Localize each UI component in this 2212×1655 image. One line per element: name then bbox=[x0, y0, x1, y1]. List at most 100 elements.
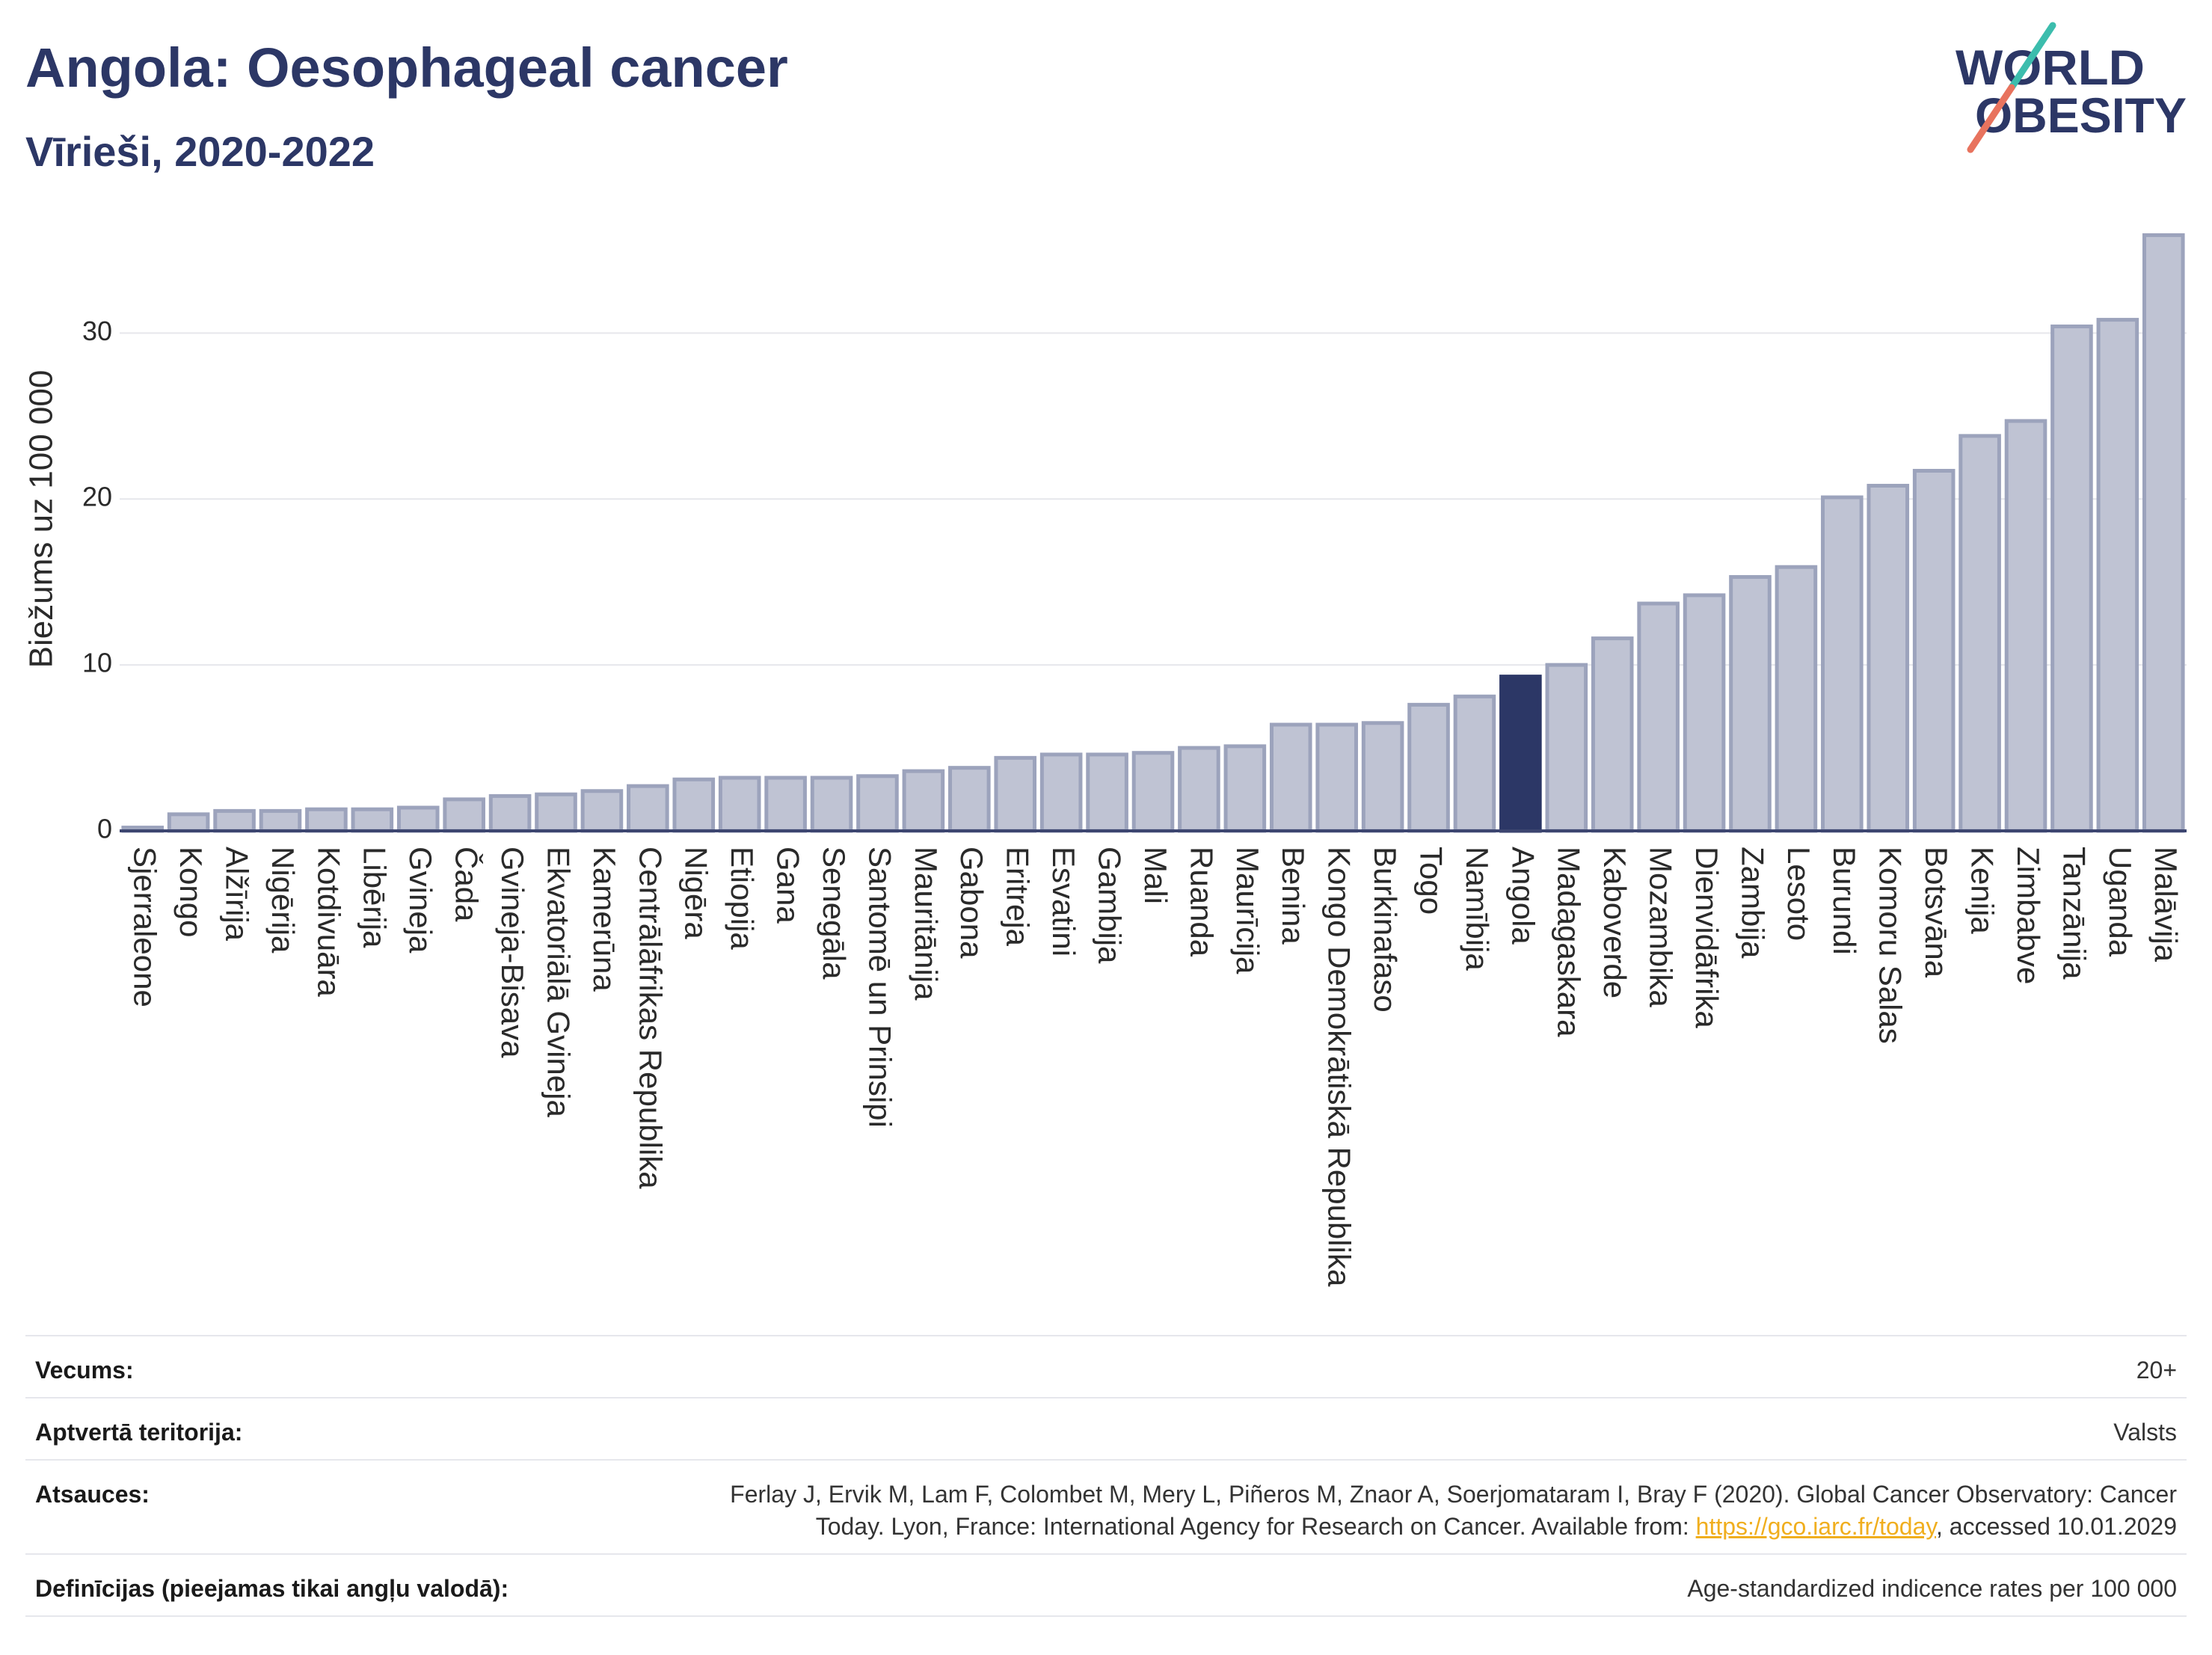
bar-centralafrikas-republika bbox=[627, 784, 669, 833]
logo-slash-coral bbox=[1967, 84, 2015, 153]
y-tick-label-30: 30 bbox=[82, 316, 112, 346]
x-tick-label-etiopija: Etiopija bbox=[725, 847, 760, 950]
y-axis-title: Biežums uz 100 000 bbox=[23, 370, 60, 669]
bar-mauricija bbox=[1223, 744, 1267, 833]
x-tick-label-ruanda: Ruanda bbox=[1184, 847, 1219, 957]
y-tick-label-0: 0 bbox=[97, 814, 112, 844]
x-tick-label-benina: Benina bbox=[1276, 847, 1311, 945]
x-tick-label-liberija: Libērija bbox=[357, 847, 393, 948]
bar-zimbabve bbox=[2004, 419, 2047, 833]
bar-nigera bbox=[672, 777, 716, 833]
x-tick-label-komoru-salas: Komoru Salas bbox=[1873, 847, 1908, 1044]
bar-alzirija bbox=[213, 808, 256, 833]
definitions-label: Definīcijas (pieejamas tikai angļu valod… bbox=[35, 1575, 509, 1602]
bars bbox=[121, 233, 2185, 833]
x-tick-label-lesoto: Lesoto bbox=[1781, 847, 1816, 941]
x-tick-label-burundi: Burundi bbox=[1827, 847, 1862, 955]
x-tick-label-kongo: Kongo bbox=[173, 847, 209, 937]
x-tick-label-mali: Mali bbox=[1138, 847, 1173, 904]
bar-chart: 0 10 20 30 Sjerraleone Kongo Alžīrija Nigērija… bbox=[23, 233, 2187, 1287]
page-title: Angola: Oesophageal cancer bbox=[25, 37, 788, 99]
x-tick-label-togo: Togo bbox=[1413, 847, 1448, 915]
x-tick-label-santome-un-prinsipi: Santomē un Prinsipi bbox=[862, 847, 897, 1128]
bar-eritreja bbox=[994, 755, 1037, 833]
bar-liberija bbox=[351, 807, 394, 833]
x-tick-label-angola: Angola bbox=[1505, 847, 1540, 945]
logo-slash-teal bbox=[2008, 22, 2056, 91]
x-tick-label-centralafrikas-republika: Centrālāfrikas Republika bbox=[633, 847, 668, 1189]
x-tick-label-kotdivuara: Kotdivuāra bbox=[311, 847, 346, 997]
x-tick-label-tanzanija: Tanzānija bbox=[2056, 847, 2092, 980]
x-tick-label-nigerija: Nigērija bbox=[265, 847, 301, 954]
x-tick-label-gabona: Gabona bbox=[954, 847, 989, 959]
y-tick-labels: 0 10 20 30 bbox=[82, 316, 112, 844]
x-tick-label-esvatini: Esvatini bbox=[1046, 847, 1081, 957]
bar-gana bbox=[764, 776, 807, 833]
page-subtitle: Vīrieši, 2020-2022 bbox=[25, 128, 375, 175]
bar-mauritanija bbox=[902, 769, 945, 833]
bar-benina bbox=[1269, 722, 1312, 833]
coverage-value: Valsts bbox=[2113, 1419, 2177, 1446]
bar-kenija bbox=[1958, 434, 2001, 833]
reference-link[interactable]: https://gco.iarc.fr/today bbox=[1695, 1513, 1936, 1540]
info-row-definitions: Definīcijas (pieejamas tikai angļu valod… bbox=[25, 1553, 2187, 1615]
bar-togo bbox=[1407, 702, 1450, 833]
bar-gvineja bbox=[396, 805, 440, 833]
info-row-references: Atsauces: Ferlay J, Ervik M, Lam F, Colo… bbox=[25, 1459, 2187, 1553]
references-accessed-date: , accessed 10.01.2029 bbox=[1935, 1513, 2177, 1540]
bar-gambija bbox=[1086, 752, 1128, 833]
x-tick-label-mauritanija: Mauritānija bbox=[909, 847, 944, 1001]
bar-cada bbox=[443, 797, 485, 833]
x-tick-label-gvineja-bisava: Gvineja-Bisava bbox=[495, 847, 530, 1058]
y-tick-label-20: 20 bbox=[82, 482, 112, 512]
y-tick-label-10: 10 bbox=[82, 648, 112, 678]
bar-ekvatoriala-gvineja bbox=[535, 792, 577, 833]
bar-kaboverde bbox=[1591, 636, 1634, 833]
age-label: Vecums: bbox=[35, 1357, 134, 1384]
x-tick-label-burkinafaso: Burkinafaso bbox=[1368, 847, 1403, 1013]
bar-kongo-demokratiska-republika bbox=[1315, 722, 1358, 833]
bar-burkinafaso bbox=[1361, 721, 1404, 833]
coverage-label: Aptvertā teritorija: bbox=[35, 1419, 243, 1446]
info-row-age: Vecums: 20+ bbox=[25, 1335, 2187, 1397]
bar-kotdivuara bbox=[305, 807, 348, 833]
bar-dienvidafrika bbox=[1683, 593, 1726, 833]
bar-gabona bbox=[948, 766, 991, 833]
logo-word-world: WORLD bbox=[1956, 40, 2145, 95]
bar-komoru-salas bbox=[1867, 483, 1910, 833]
x-tick-label-ekvatoriala-gvineja: Ekvatoriālā Gvineja bbox=[541, 847, 576, 1117]
references-line1: Ferlay J, Ervik M, Lam F, Colombet M, Me… bbox=[730, 1481, 2177, 1508]
x-tick-label-namibija: Namībija bbox=[1460, 847, 1495, 971]
definitions-value: Age-standardized indicence rates per 100… bbox=[1687, 1575, 2177, 1602]
x-tick-label-malavija: Malāvija bbox=[2148, 847, 2184, 962]
bar-santome-un-prinsipi bbox=[856, 774, 899, 833]
bar-nigerija bbox=[259, 808, 302, 833]
x-tick-label-mozambika: Mozambika bbox=[1644, 847, 1679, 1007]
world-obesity-logo: WORLD OBESITY bbox=[1956, 22, 2187, 153]
bar-esvatini bbox=[1039, 752, 1083, 833]
bar-malavija bbox=[2142, 233, 2185, 833]
x-tick-label-zimbabve: Zimbabve bbox=[2011, 847, 2046, 984]
age-value: 20+ bbox=[2136, 1357, 2177, 1384]
references-line2-text: Today. Lyon, France: International Agenc… bbox=[815, 1513, 1696, 1540]
x-tick-label-senegala: Senegāla bbox=[817, 847, 852, 980]
bar-kongo bbox=[167, 812, 210, 833]
bar-angola bbox=[1499, 675, 1542, 833]
x-tick-label-eritreja: Eritreja bbox=[1001, 847, 1036, 947]
bar-botsvana bbox=[1912, 468, 1956, 833]
info-table: Vecums: 20+ Aptvertā teritorija: Valsts … bbox=[25, 1335, 2187, 1617]
x-tick-label-gana: Gana bbox=[771, 847, 806, 924]
x-tick-label-gvineja: Gvineja bbox=[403, 847, 438, 954]
bar-uganda bbox=[2096, 318, 2139, 833]
references-value: Ferlay J, Ervik M, Lam F, Colombet M, Me… bbox=[730, 1479, 2177, 1543]
info-row-coverage: Aptvertā teritorija: Valsts bbox=[25, 1397, 2187, 1459]
x-tick-label-madagaskara: Madagaskara bbox=[1552, 847, 1587, 1037]
bar-gvineja-bisava bbox=[488, 793, 532, 833]
x-tick-label-kongo-demokratiska-republika: Kongo Demokrātiskā Republika bbox=[1322, 847, 1357, 1287]
logo-word-obesity: OBESITY bbox=[1975, 87, 2187, 143]
bar-madagaskara bbox=[1545, 663, 1588, 833]
x-tick-labels: Sjerraleone Kongo Alžīrija Nigērija Kotdivuā… bbox=[128, 847, 2184, 1287]
x-tick-label-kenija: Kenija bbox=[1965, 847, 2000, 934]
references-label: Atsauces: bbox=[35, 1481, 150, 1508]
x-tick-label-nigera: Nigēra bbox=[679, 847, 714, 939]
